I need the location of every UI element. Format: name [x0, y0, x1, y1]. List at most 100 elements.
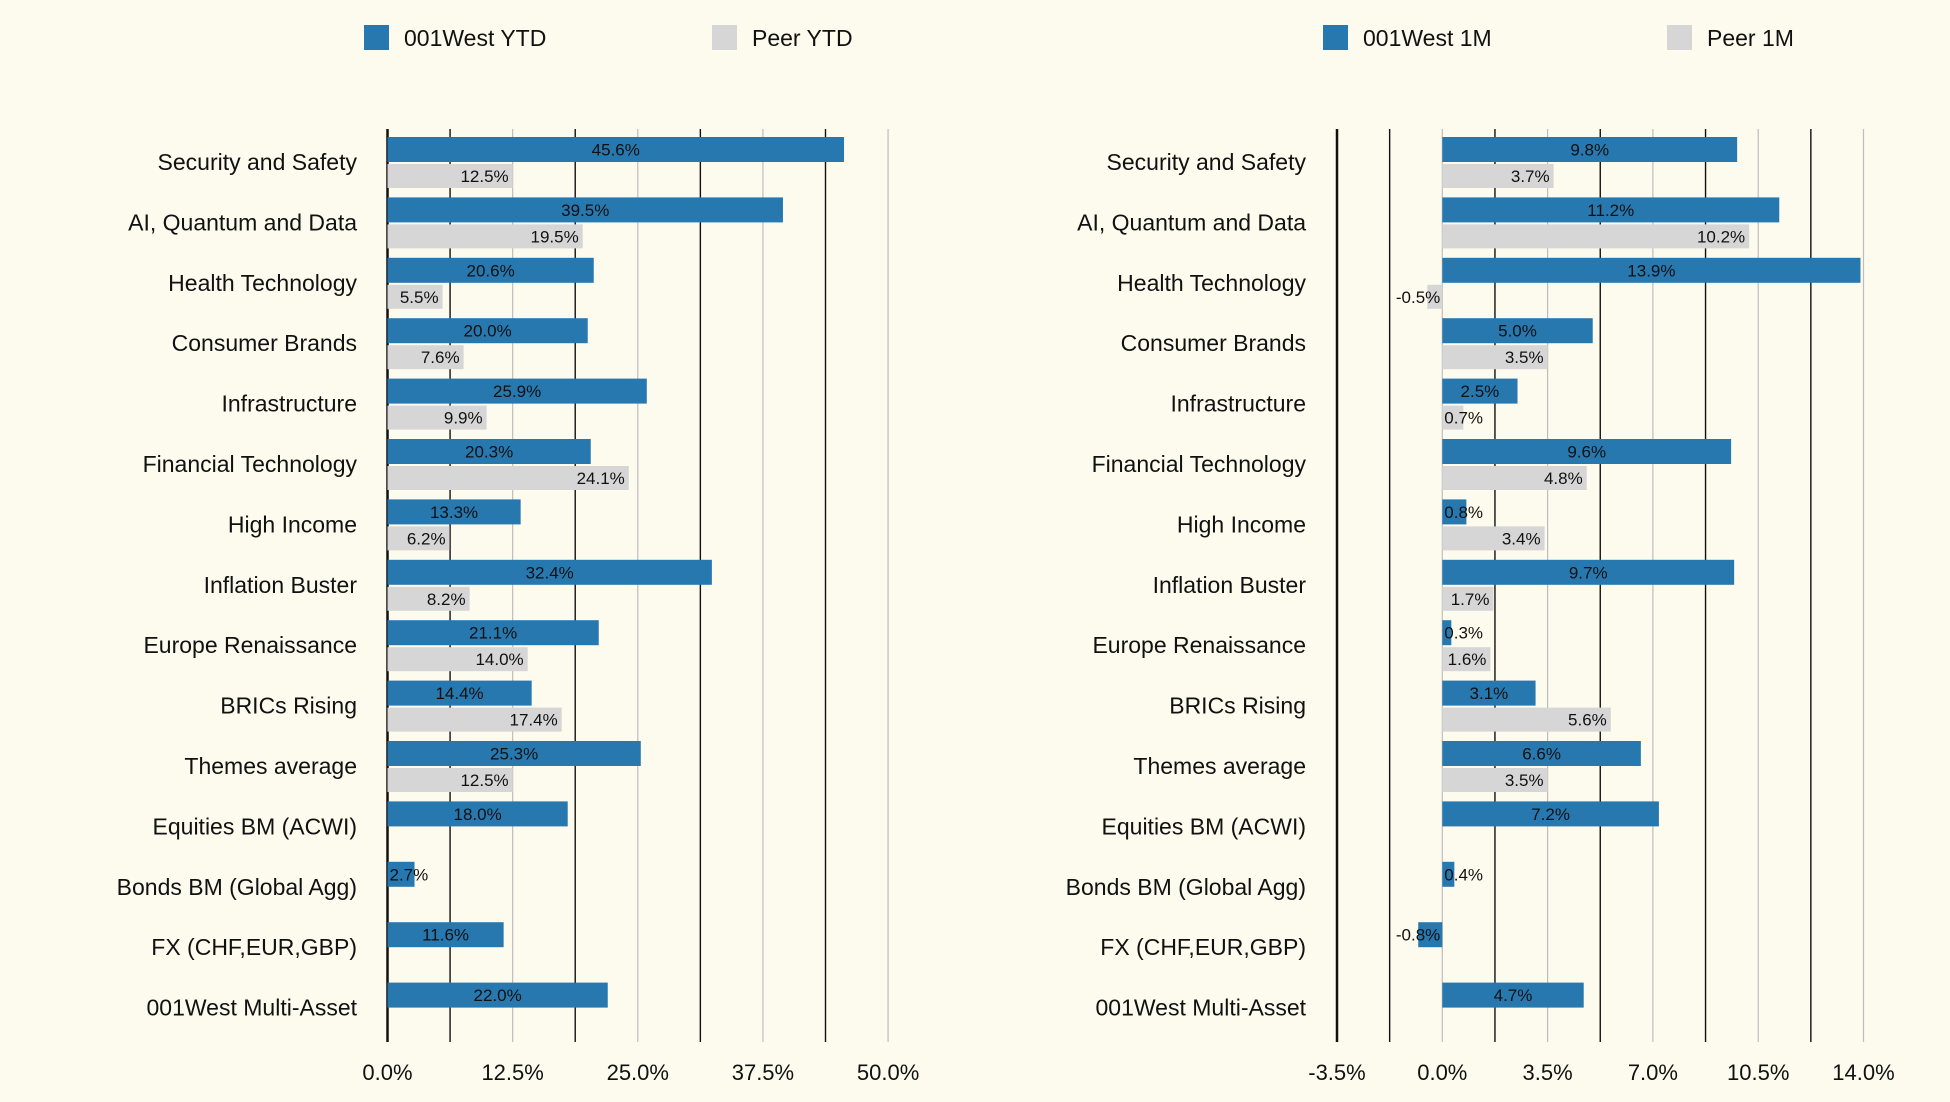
bar-001west: [387, 982, 608, 1008]
bar-001west: [387, 499, 521, 525]
bar-001west: [1442, 982, 1584, 1008]
bar-001west: [1442, 620, 1452, 646]
data-label: 9.6%: [1567, 443, 1606, 462]
bar-001west: [387, 257, 594, 283]
bar-001west: [387, 620, 599, 646]
bar-001west: [387, 137, 845, 162]
data-label: 0.8%: [1444, 503, 1483, 522]
category-label: Europe Renaissance: [143, 632, 357, 658]
bar-001west: [1442, 318, 1593, 344]
category-label: Health Technology: [1117, 270, 1306, 296]
category-label: FX (CHF,EUR,GBP): [151, 934, 357, 960]
x-tick-label: 50.0%: [857, 1060, 919, 1085]
category-label: Financial Technology: [143, 451, 358, 477]
category-label: 001West Multi-Asset: [147, 995, 358, 1021]
data-label: 1.7%: [1451, 590, 1490, 609]
bar-001west: [387, 801, 568, 827]
data-label: 4.8%: [1544, 469, 1583, 488]
category-label: High Income: [1177, 511, 1306, 537]
bar-peer: [1427, 284, 1443, 309]
data-label: 3.7%: [1511, 167, 1550, 186]
bar-peer: [387, 405, 487, 430]
x-tick-label: 3.5%: [1523, 1060, 1573, 1085]
data-label: 25.3%: [490, 745, 538, 764]
bar-001west: [387, 861, 415, 887]
data-label: 9.7%: [1569, 563, 1608, 582]
legend-swatch: [712, 25, 737, 50]
bar-001west: [1442, 257, 1861, 283]
category-label: Europe Renaissance: [1092, 632, 1306, 658]
data-label: 10.2%: [1697, 227, 1745, 246]
data-label: 0.3%: [1444, 624, 1483, 643]
chart-1m: 001West 1M Peer 1M -3.5% 0.0% 3.5% 7.0% 10.5% 1…: [1066, 25, 1895, 1085]
legend-label: 001West YTD: [404, 25, 546, 51]
bar-001west: [387, 741, 641, 766]
data-label: -0.5%: [1396, 288, 1440, 307]
category-label: Health Technology: [168, 270, 357, 296]
data-label: 25.9%: [493, 382, 541, 401]
bar-001west: [1442, 741, 1641, 766]
data-label: 3.1%: [1470, 684, 1509, 703]
bar-peer: [1442, 164, 1554, 188]
data-label: -0.8%: [1396, 926, 1440, 945]
legend-label: Peer YTD: [752, 25, 853, 51]
legend-swatch: [1323, 25, 1348, 50]
data-label: 12.5%: [460, 771, 508, 790]
category-label: AI, Quantum and Data: [1077, 209, 1306, 235]
bar-peer: [1442, 768, 1548, 792]
bar-001west: [1442, 801, 1659, 827]
category-label: Financial Technology: [1092, 451, 1307, 477]
bar-peer: [387, 345, 464, 370]
bar-001west: [1442, 439, 1732, 464]
data-label: 5.0%: [1498, 322, 1537, 341]
data-label: 7.6%: [421, 348, 460, 367]
legend-swatch: [1667, 25, 1692, 50]
category-label: 001West Multi-Asset: [1096, 995, 1307, 1021]
category-label: Themes average: [1133, 753, 1306, 779]
x-tick-label: 25.0%: [607, 1060, 669, 1085]
category-label: AI, Quantum and Data: [128, 209, 357, 235]
category-label: Equities BM (ACWI): [153, 813, 357, 839]
bar-peer: [387, 707, 562, 732]
data-label: 8.2%: [427, 590, 466, 609]
chart-ytd: 001West YTD Peer YTD 0.0% 12.5% 25.0% 37.5% 50…: [117, 25, 919, 1085]
x-tick-label: 0.0%: [1417, 1060, 1467, 1085]
x-tick-label: 7.0%: [1628, 1060, 1678, 1085]
bar-peer: [1442, 586, 1494, 611]
bar-001west: [387, 922, 504, 948]
bar-peer: [1442, 647, 1491, 672]
data-label: 5.5%: [400, 288, 439, 307]
data-label: 20.0%: [464, 322, 512, 341]
data-label: 24.1%: [577, 469, 625, 488]
category-label: Security and Safety: [158, 149, 358, 175]
data-label: 6.2%: [407, 529, 446, 548]
bar-001west: [387, 378, 647, 404]
data-label: 3.5%: [1505, 348, 1544, 367]
bar-001west: [387, 439, 591, 464]
x-tick-label: 12.5%: [481, 1060, 543, 1085]
bar-001west: [387, 197, 783, 223]
category-label: Themes average: [184, 753, 357, 779]
bar-peer: [387, 164, 513, 188]
data-label: 0.4%: [1444, 865, 1483, 884]
category-label: Infrastructure: [222, 391, 358, 417]
data-label: 13.9%: [1627, 261, 1675, 280]
data-label: 3.5%: [1505, 771, 1544, 790]
category-label: Consumer Brands: [172, 330, 357, 356]
data-label: 1.6%: [1448, 650, 1487, 669]
category-label: Security and Safety: [1107, 149, 1307, 175]
data-label: 20.6%: [467, 261, 515, 280]
data-label: 14.0%: [475, 650, 523, 669]
data-label: 18.0%: [454, 805, 502, 824]
data-label: 13.3%: [430, 503, 478, 522]
x-tick-label: 37.5%: [732, 1060, 794, 1085]
bar-peer: [1442, 405, 1464, 430]
category-label: Inflation Buster: [1153, 572, 1307, 598]
x-tick-label: 10.5%: [1727, 1060, 1789, 1085]
legend-label: Peer 1M: [1707, 25, 1794, 51]
x-tick-label: 14.0%: [1832, 1060, 1894, 1085]
bar-peer: [387, 768, 513, 792]
bar-001west: [1442, 137, 1738, 162]
bar-peer: [1442, 466, 1587, 490]
